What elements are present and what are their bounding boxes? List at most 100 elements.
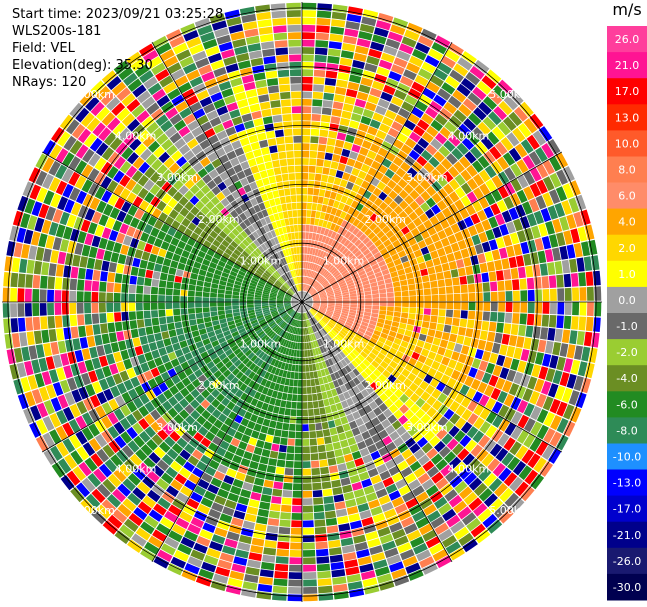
velocity-gate — [276, 459, 286, 468]
velocity-gate — [577, 226, 588, 242]
velocity-gate — [484, 251, 494, 262]
velocity-gate — [444, 317, 453, 325]
velocity-gate — [325, 443, 334, 452]
velocity-gate — [322, 281, 329, 287]
velocity-gate — [525, 325, 534, 338]
velocity-gate — [266, 465, 276, 474]
velocity-gate — [302, 283, 304, 291]
velocity-gate — [312, 294, 319, 298]
velocity-gate — [300, 306, 302, 313]
velocity-gate — [314, 315, 320, 321]
velocity-gate — [328, 465, 339, 474]
velocity-gate — [509, 441, 522, 456]
velocity-gate — [242, 581, 258, 591]
velocity-gate — [454, 526, 470, 540]
velocity-gate — [363, 283, 371, 289]
velocity-gate — [302, 291, 304, 298]
velocity-gate — [376, 275, 384, 282]
velocity-gate — [363, 334, 371, 341]
velocity-gate — [492, 415, 504, 428]
velocity-gate — [320, 384, 326, 392]
velocity-gate — [307, 394, 313, 402]
velocity-gate — [303, 557, 316, 565]
velocity-gate — [516, 174, 529, 189]
velocity-gate — [383, 239, 392, 248]
velocity-gate — [388, 71, 402, 82]
velocity-gate — [304, 254, 307, 262]
velocity-gate — [414, 276, 423, 284]
velocity-gate — [373, 267, 381, 274]
velocity-gate — [472, 391, 483, 403]
velocity-gate — [302, 217, 307, 225]
velocity-gate — [314, 526, 327, 535]
velocity-gate — [320, 329, 326, 336]
velocity-gate — [373, 251, 382, 259]
velocity-gate — [312, 296, 320, 299]
velocity-gate — [302, 135, 310, 143]
velocity-gate — [353, 260, 361, 268]
velocity-gate — [547, 205, 559, 220]
velocity-gate — [457, 239, 467, 250]
velocity-gate — [554, 328, 563, 342]
velocity-gate — [523, 418, 536, 433]
velocity-gate — [357, 170, 367, 180]
velocity-gate — [400, 317, 408, 324]
velocity-gate — [326, 342, 332, 350]
velocity-gate — [378, 260, 386, 267]
velocity-gate — [383, 379, 393, 388]
velocity-gate — [315, 233, 320, 241]
velocity-gate — [371, 247, 379, 256]
velocity-gate — [302, 246, 305, 254]
velocity-gate — [350, 302, 358, 305]
velocity-gate — [312, 256, 317, 263]
velocity-gate — [349, 420, 358, 430]
velocity-gate — [361, 430, 371, 440]
velocity-gate — [298, 305, 301, 313]
velocity-gate — [374, 271, 383, 278]
velocity-gate — [483, 206, 494, 219]
velocity-gate — [284, 468, 294, 476]
velocity-gate — [313, 504, 324, 513]
velocity-gate — [266, 525, 279, 534]
velocity-gate — [513, 243, 523, 256]
velocity-gate — [377, 318, 385, 324]
velocity-gate — [424, 430, 436, 442]
velocity-gate — [299, 350, 302, 358]
velocity-gate — [400, 255, 409, 263]
velocity-gate — [280, 504, 292, 513]
velocity-gate — [315, 273, 320, 280]
velocity-gate — [526, 313, 535, 326]
velocity-gate — [350, 113, 362, 122]
velocity-gate — [346, 506, 359, 515]
velocity-gate — [455, 404, 467, 417]
velocity-gate — [302, 202, 307, 210]
velocity-gate — [446, 514, 461, 528]
velocity-gate — [298, 320, 300, 328]
velocity-gate — [314, 324, 319, 332]
velocity-gate — [458, 326, 466, 336]
velocity-gate — [466, 164, 478, 178]
velocity-gate — [393, 575, 410, 587]
velocity-gate — [329, 554, 343, 563]
velocity-gate — [372, 513, 386, 523]
velocity-gate — [339, 245, 346, 253]
velocity-gate — [317, 312, 324, 317]
velocity-gate — [503, 356, 513, 369]
velocity-gate — [536, 409, 549, 424]
velocity-gate — [566, 244, 576, 259]
velocity-gate — [485, 362, 496, 374]
velocity-gate — [488, 478, 503, 492]
velocity-gate — [420, 246, 430, 255]
velocity-gate — [434, 353, 444, 363]
velocity-gate — [378, 314, 386, 320]
velocity-gate — [478, 434, 491, 448]
velocity-gate — [437, 416, 449, 428]
velocity-gates — [2, 2, 602, 602]
velocity-gate — [302, 431, 310, 439]
velocity-gate — [404, 409, 415, 420]
velocity-gate — [459, 486, 473, 500]
velocity-gate — [504, 422, 517, 436]
velocity-gate — [516, 429, 530, 444]
velocity-gate — [254, 477, 265, 487]
velocity-gate — [541, 444, 555, 460]
